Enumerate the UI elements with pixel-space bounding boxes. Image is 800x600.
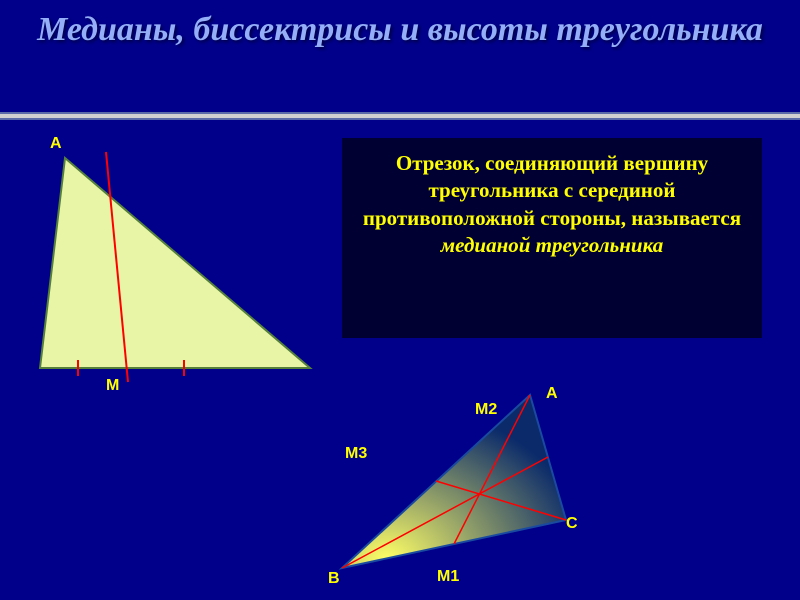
triangle-median-single <box>20 140 340 390</box>
label-t2-M2: M2 <box>475 401 497 419</box>
title-divider <box>0 112 800 120</box>
triangle-medians-centroid <box>300 370 600 590</box>
label-t2-M1: M1 <box>437 568 459 586</box>
label-t2-M3: M3 <box>345 445 367 463</box>
definition-text-emphasis: медианой треугольника <box>441 233 663 257</box>
label-t2-C: C <box>566 515 578 533</box>
label-t1-A: A <box>50 135 62 153</box>
definition-text-plain: Отрезок, соединяющий вершину треугольник… <box>363 151 741 230</box>
definition-box: Отрезок, соединяющий вершину треугольник… <box>342 138 762 338</box>
page-title: Медианы, биссектрисы и высоты треугольни… <box>0 0 800 57</box>
label-t1-M: M <box>106 377 119 395</box>
label-t2-B: B <box>328 570 340 588</box>
label-t2-A: A <box>546 385 558 403</box>
